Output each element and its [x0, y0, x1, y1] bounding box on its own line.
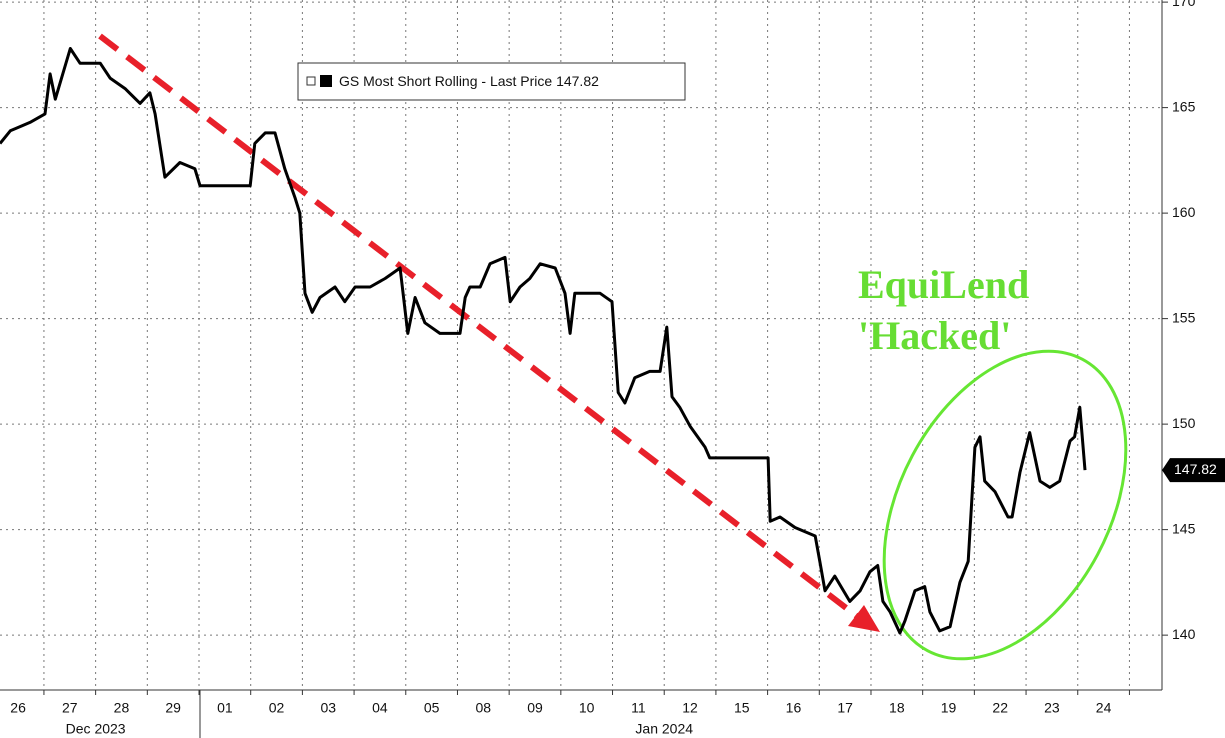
x-tick-label: 12 — [682, 700, 698, 716]
x-tick-label: 18 — [889, 700, 905, 716]
y-tick-label: 160 — [1172, 204, 1196, 220]
y-tick-label: 140 — [1172, 626, 1196, 642]
trend-arrow — [98, 33, 860, 620]
legend-box — [297, 62, 686, 101]
legend: GS Most Short Rolling - Last Price 147.8… — [297, 62, 686, 101]
highlight-ellipse — [882, 349, 1128, 661]
x-tick-label: 11 — [631, 700, 646, 716]
x-tick-label: 29 — [165, 700, 181, 716]
x-tick-label: 08 — [476, 700, 492, 716]
legend-icon — [306, 76, 316, 86]
grid — [0, 0, 1162, 690]
x-tick-label: 05 — [424, 700, 440, 716]
y-tick-label: 155 — [1172, 309, 1196, 325]
series-line — [0, 47, 1087, 635]
annotation: 'Hacked' — [858, 313, 1011, 358]
y-tick-label: 170 — [1172, 0, 1196, 9]
x-tick-label: 10 — [579, 700, 595, 716]
x-tick-label: 28 — [114, 700, 130, 716]
x-tick-label: 04 — [372, 700, 388, 716]
x-tick-label: 17 — [837, 700, 853, 716]
x-tick-label: 02 — [269, 700, 285, 716]
y-tick-label: 150 — [1172, 415, 1196, 431]
x-group-label: Jan 2024 — [635, 721, 693, 737]
last-price-label: 147.82 — [1174, 461, 1217, 477]
annotation: EquiLend — [858, 262, 1029, 307]
x-tick-label: 01 — [217, 700, 233, 716]
x-tick-label: 16 — [786, 700, 802, 716]
arrow-head — [848, 605, 880, 632]
x-tick-label: 19 — [941, 700, 957, 716]
x-tick-label: 03 — [320, 700, 336, 716]
y-tick-label: 145 — [1172, 520, 1196, 536]
x-group-label: Dec 2023 — [66, 721, 126, 737]
x-tick-label: 23 — [1044, 700, 1060, 716]
y-tick-label: 165 — [1172, 98, 1196, 114]
legend-last-price: 147.82 — [556, 73, 599, 89]
legend-text: GS Most Short Rolling - Last Price 147.8… — [339, 73, 599, 89]
plot — [0, 47, 1087, 635]
x-tick-label: 09 — [527, 700, 543, 716]
x-tick-label: 15 — [734, 700, 750, 716]
x-tick-label: 26 — [10, 700, 26, 716]
x-tick-label: 27 — [62, 700, 78, 716]
x-tick-label: 24 — [1096, 700, 1112, 716]
x-tick-label: 22 — [992, 700, 1008, 716]
legend-label: GS Most Short Rolling - Last Price — [339, 73, 552, 89]
last-price-tag — [1162, 458, 1225, 483]
legend-swatch — [320, 75, 332, 87]
